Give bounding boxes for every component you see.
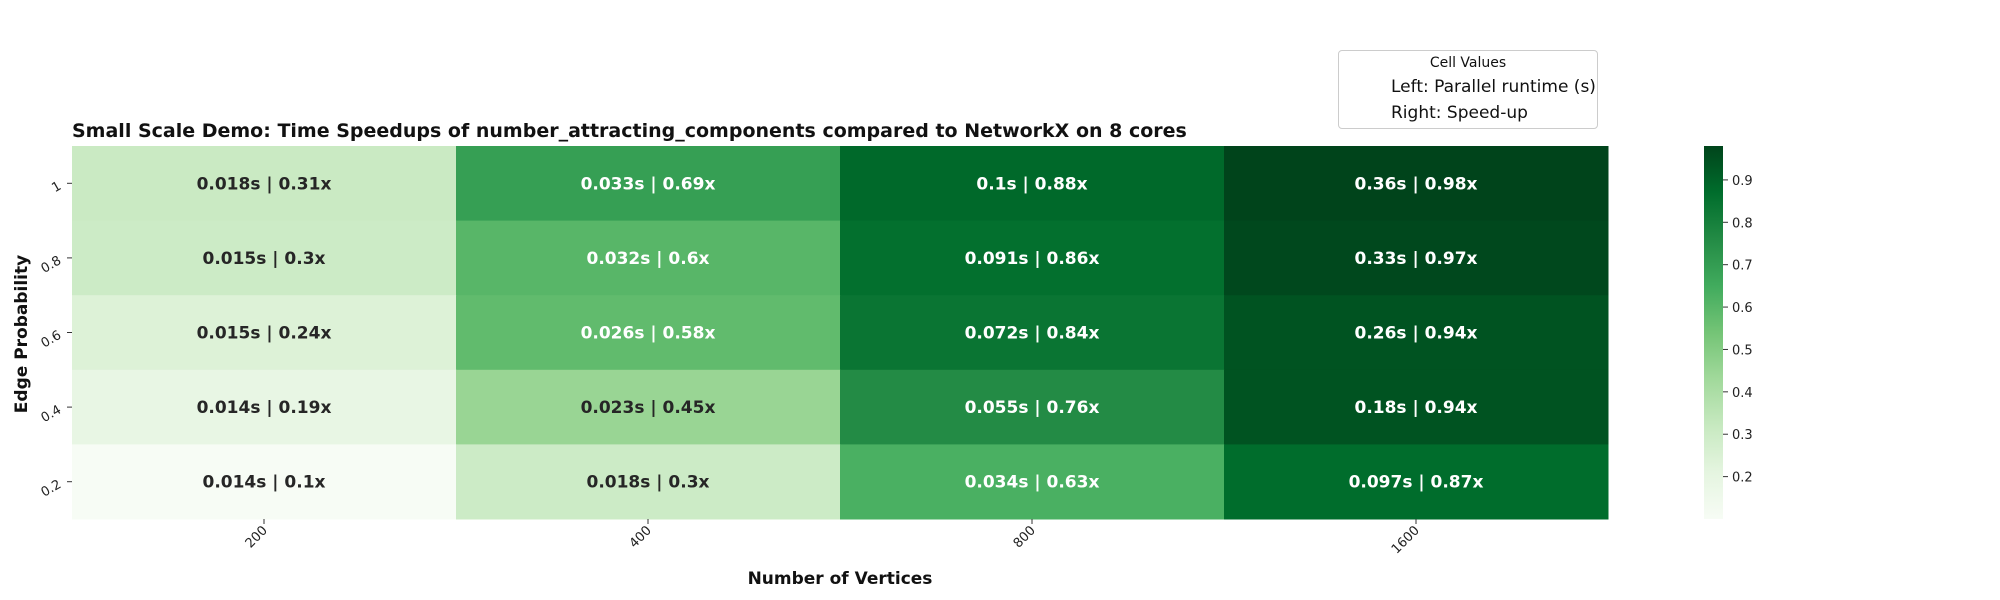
- cell-label: 0.33s | 0.97x: [1354, 249, 1477, 269]
- colorbar-tick-label: 0.5: [1732, 343, 1753, 358]
- heatmap-cell: [456, 146, 841, 222]
- y-tick-label: 0.8: [39, 253, 64, 276]
- heatmap-cell: [1224, 369, 1609, 445]
- heatmap-cell: [840, 444, 1225, 520]
- y-tick-label: 1: [49, 179, 64, 196]
- x-tick-label: 200: [243, 523, 271, 551]
- heatmap-cell: [456, 220, 841, 296]
- colorbar-tick-label: 0.7: [1732, 259, 1753, 274]
- colorbar-tick-label: 0.3: [1732, 428, 1753, 443]
- x-tick-label: 1600: [1389, 523, 1423, 557]
- y-tick-label: 0.2: [39, 477, 64, 500]
- colorbar-tick-label: 0.6: [1732, 301, 1753, 316]
- y-tick-label: 0.6: [39, 328, 64, 351]
- cell-label: 0.36s | 0.98x: [1354, 174, 1477, 194]
- cell-label: 0.055s | 0.76x: [965, 398, 1100, 418]
- heatmap-cell: [1224, 220, 1609, 296]
- x-tick-label: 400: [627, 523, 655, 551]
- heatmap-cell: [72, 444, 457, 520]
- cell-label: 0.018s | 0.3x: [586, 473, 709, 493]
- colorbar-tick-label: 0.2: [1732, 471, 1753, 486]
- colorbar-tick-label: 0.9: [1732, 174, 1753, 189]
- heatmap-cell: [840, 220, 1225, 296]
- heatmap-cell: [1224, 295, 1609, 371]
- heatmap-cell: [456, 444, 841, 520]
- cell-label: 0.1s | 0.88x: [976, 174, 1087, 194]
- cell-label: 0.015s | 0.3x: [202, 249, 325, 269]
- cell-label: 0.033s | 0.69x: [581, 174, 716, 194]
- heatmap-cell: [456, 295, 841, 371]
- cell-label: 0.032s | 0.6x: [586, 249, 709, 269]
- x-tick-label: 800: [1011, 523, 1039, 551]
- y-axis-ticks: 1 0.8 0.6 0.4 0.2: [39, 179, 72, 501]
- legend-entry-speedup: Right: Speed-up: [1391, 103, 1528, 123]
- cell-label: 0.026s | 0.58x: [581, 324, 716, 344]
- heatmap-cell: [456, 369, 841, 445]
- x-axis-label: Number of Vertices: [748, 569, 933, 589]
- x-axis-ticks: 200 400 800 1600: [243, 519, 1423, 557]
- heatmap-cell: [840, 146, 1225, 222]
- heatmap-cell: [72, 295, 457, 371]
- y-tick-label: 0.4: [39, 403, 64, 426]
- cell-label: 0.18s | 0.94x: [1354, 398, 1477, 418]
- cell-label: 0.018s | 0.31x: [197, 174, 332, 194]
- heatmap-cell: [840, 295, 1225, 371]
- heatmap-cell: [840, 369, 1225, 445]
- cell-label: 0.014s | 0.19x: [197, 398, 332, 418]
- cell-label: 0.072s | 0.84x: [965, 324, 1100, 344]
- legend-entry-runtime: Left: Parallel runtime (s): [1391, 77, 1596, 97]
- colorbar: [1704, 146, 1723, 519]
- cell-label: 0.023s | 0.45x: [581, 398, 716, 418]
- legend-title: Cell Values: [1429, 55, 1507, 71]
- heatmap-cell: [72, 369, 457, 445]
- cell-label: 0.015s | 0.24x: [197, 324, 332, 344]
- heatmap-cell: [72, 220, 457, 296]
- legend: Cell Values Left: Parallel runtime (s) R…: [1338, 50, 1598, 129]
- heatmap-cell: [72, 146, 457, 222]
- heatmap-cells: 0.018s | 0.31x 0.033s | 0.69x 0.1s | 0.88x…: [72, 146, 1609, 520]
- colorbar-tick-label: 0.8: [1732, 216, 1753, 231]
- cell-label: 0.097s | 0.87x: [1349, 473, 1484, 493]
- cell-label: 0.034s | 0.63x: [965, 473, 1100, 493]
- y-axis-label: Edge Probability: [12, 255, 32, 413]
- cell-label: 0.091s | 0.86x: [965, 249, 1100, 269]
- colorbar-ticks: 0.2 0.3 0.4 0.5 0.6 0.7 0.8 0.9: [1723, 174, 1753, 486]
- cell-label: 0.26s | 0.94x: [1354, 324, 1477, 344]
- heatmap-cell: [1224, 444, 1609, 520]
- heatmap-cell: [1224, 146, 1609, 222]
- cell-label: 0.014s | 0.1x: [202, 473, 325, 493]
- chart-title: Small Scale Demo: Time Speedups of numbe…: [72, 120, 1187, 142]
- colorbar-tick-label: 0.4: [1732, 386, 1753, 401]
